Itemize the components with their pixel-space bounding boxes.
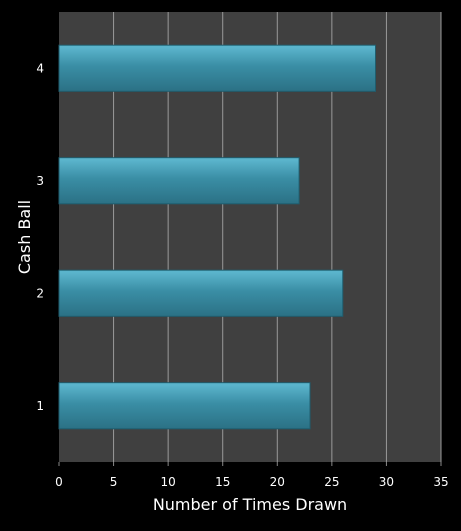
x-axis-title: Number of Times Drawn (153, 495, 347, 514)
bar-highlight (60, 383, 310, 386)
bar-4 (58, 44, 377, 92)
bar-3 (58, 157, 300, 205)
y-axis-ticks: 1 2 3 4 (36, 61, 44, 413)
bar-highlight (60, 158, 299, 161)
y-tick-label: 4 (36, 61, 44, 75)
bar-highlight (60, 46, 375, 49)
bars (58, 44, 377, 430)
y-axis-title: Cash Ball (15, 200, 34, 274)
bar-2 (58, 269, 344, 317)
x-axis-ticks: 0 5 10 15 20 25 30 35 (55, 462, 449, 489)
bar-highlight (60, 271, 342, 274)
y-tick-label: 2 (36, 286, 44, 300)
x-tick-label: 0 (55, 475, 63, 489)
bar-1 (58, 382, 311, 430)
x-tick-label: 10 (161, 475, 176, 489)
x-tick-label: 15 (215, 475, 230, 489)
y-tick-label: 1 (36, 399, 44, 413)
x-tick-label: 25 (324, 475, 339, 489)
x-tick-label: 30 (379, 475, 394, 489)
x-tick-label: 35 (433, 475, 448, 489)
x-tick-label: 5 (110, 475, 118, 489)
y-tick-label: 3 (36, 174, 44, 188)
x-tick-label: 20 (270, 475, 285, 489)
